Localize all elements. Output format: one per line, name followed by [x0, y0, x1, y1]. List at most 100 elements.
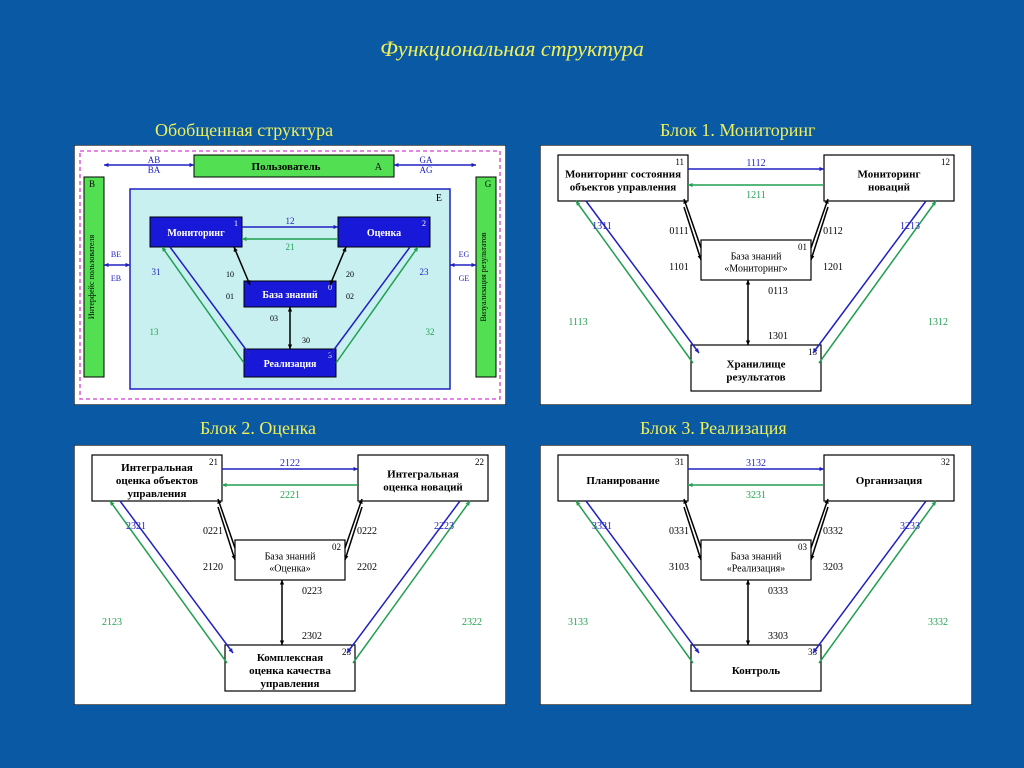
svg-text:Реализация: Реализация [264, 359, 317, 370]
svg-text:База знаний: База знаний [262, 290, 317, 301]
svg-text:01: 01 [798, 242, 807, 252]
svg-text:0112: 0112 [823, 226, 843, 237]
svg-text:03: 03 [798, 542, 808, 552]
svg-text:31: 31 [675, 457, 684, 467]
svg-text:2123: 2123 [102, 617, 122, 628]
svg-text:E: E [436, 193, 442, 204]
svg-text:3132: 3132 [746, 458, 766, 469]
svg-text:GE: GE [459, 274, 470, 283]
svg-text:EB: EB [111, 274, 121, 283]
panel-realization: 31Планирование32Организация03База знаний… [540, 445, 972, 705]
svg-text:База знаний: База знаний [731, 552, 783, 563]
svg-text:0113: 0113 [768, 286, 788, 297]
svg-text:0222: 0222 [357, 526, 377, 537]
svg-text:Интегральная: Интегральная [387, 468, 459, 480]
panel-monitoring: 11Мониторинг состоянияобъектов управлени… [540, 145, 972, 405]
main-title: Функциональная структура [0, 36, 1024, 62]
svg-text:12: 12 [941, 157, 950, 167]
svg-text:1101: 1101 [669, 262, 689, 273]
svg-text:0332: 0332 [823, 526, 843, 537]
svg-text:оценка качества: оценка качества [249, 665, 331, 677]
svg-text:GA: GA [420, 155, 433, 165]
svg-text:11: 11 [675, 157, 684, 167]
slide: Функциональная структура Обобщенная стру… [0, 0, 1024, 768]
svg-text:«Оценка»: «Оценка» [269, 564, 311, 575]
svg-text:AG: AG [420, 165, 433, 175]
svg-text:0331: 0331 [669, 526, 689, 537]
svg-text:Оценка: Оценка [367, 228, 401, 239]
svg-text:2302: 2302 [302, 631, 322, 642]
svg-text:21: 21 [286, 242, 295, 252]
svg-text:G: G [485, 179, 492, 189]
svg-text:«Мониторинг»: «Мониторинг» [724, 264, 787, 275]
svg-text:1311: 1311 [592, 221, 612, 232]
svg-text:10: 10 [226, 270, 234, 279]
svg-text:2202: 2202 [357, 562, 377, 573]
svg-text:3231: 3231 [746, 490, 766, 501]
svg-text:13: 13 [150, 327, 160, 337]
title-br: Блок 3. Реализация [640, 418, 787, 439]
svg-text:EG: EG [459, 250, 470, 259]
svg-text:1312: 1312 [928, 317, 948, 328]
svg-text:1301: 1301 [768, 331, 788, 342]
svg-text:3203: 3203 [823, 562, 843, 573]
svg-text:оценка новаций: оценка новаций [383, 481, 463, 493]
svg-text:Планирование: Планирование [586, 475, 659, 487]
svg-text:03: 03 [270, 314, 278, 323]
svg-text:База знаний: База знаний [265, 552, 317, 563]
svg-text:Мониторинг состояния: Мониторинг состояния [565, 168, 681, 180]
svg-text:22: 22 [475, 457, 484, 467]
svg-text:B: B [89, 179, 95, 189]
svg-text:«Реализация»: «Реализация» [727, 564, 786, 575]
svg-text:BE: BE [111, 250, 121, 259]
svg-text:3133: 3133 [568, 617, 588, 628]
svg-text:32: 32 [426, 327, 435, 337]
svg-text:Хранилище: Хранилище [727, 358, 786, 370]
svg-text:0221: 0221 [203, 526, 223, 537]
title-tl: Обобщенная структура [155, 120, 333, 141]
svg-text:3103: 3103 [669, 562, 689, 573]
svg-text:2221: 2221 [280, 490, 300, 501]
svg-text:02: 02 [346, 292, 354, 301]
svg-text:Пользователь: Пользователь [252, 161, 321, 173]
svg-text:20: 20 [346, 270, 354, 279]
svg-text:12: 12 [286, 216, 295, 226]
svg-text:Мониторинг: Мониторинг [167, 228, 225, 239]
svg-text:BA: BA [148, 165, 161, 175]
panel-evaluation: 21Интегральнаяоценка объектовуправления2… [74, 445, 506, 705]
svg-text:01: 01 [226, 292, 234, 301]
svg-text:оценка объектов: оценка объектов [116, 475, 198, 487]
svg-text:2122: 2122 [280, 458, 300, 469]
svg-text:32: 32 [941, 457, 950, 467]
svg-text:21: 21 [209, 457, 218, 467]
svg-text:Комплексная: Комплексная [257, 652, 323, 664]
svg-text:Контроль: Контроль [732, 665, 780, 677]
svg-text:1211: 1211 [746, 190, 766, 201]
svg-text:2120: 2120 [203, 562, 223, 573]
title-bl: Блок 2. Оценка [200, 418, 316, 439]
svg-text:0111: 0111 [669, 226, 688, 237]
svg-text:результатов: результатов [726, 371, 785, 383]
panel-generalized: ПользовательAИнтерфейс пользователяBВизу… [74, 145, 506, 405]
svg-text:1213: 1213 [900, 221, 920, 232]
svg-text:A: A [375, 162, 383, 173]
svg-text:2321: 2321 [126, 521, 146, 532]
svg-text:2223: 2223 [434, 521, 454, 532]
svg-text:30: 30 [302, 336, 310, 345]
svg-text:управления: управления [128, 488, 187, 500]
svg-text:Визуализация результатов: Визуализация результатов [479, 232, 488, 321]
svg-text:31: 31 [152, 267, 161, 277]
svg-text:3331: 3331 [592, 521, 612, 532]
svg-text:1201: 1201 [823, 262, 843, 273]
svg-text:1112: 1112 [746, 158, 765, 169]
svg-text:0223: 0223 [302, 586, 322, 597]
svg-text:3303: 3303 [768, 631, 788, 642]
svg-text:управления: управления [261, 678, 320, 690]
svg-text:3332: 3332 [928, 617, 948, 628]
svg-text:0333: 0333 [768, 586, 788, 597]
svg-text:3233: 3233 [900, 521, 920, 532]
svg-text:23: 23 [420, 267, 430, 277]
svg-text:AB: AB [148, 155, 161, 165]
svg-text:2322: 2322 [462, 617, 482, 628]
svg-text:новаций: новаций [868, 181, 911, 193]
